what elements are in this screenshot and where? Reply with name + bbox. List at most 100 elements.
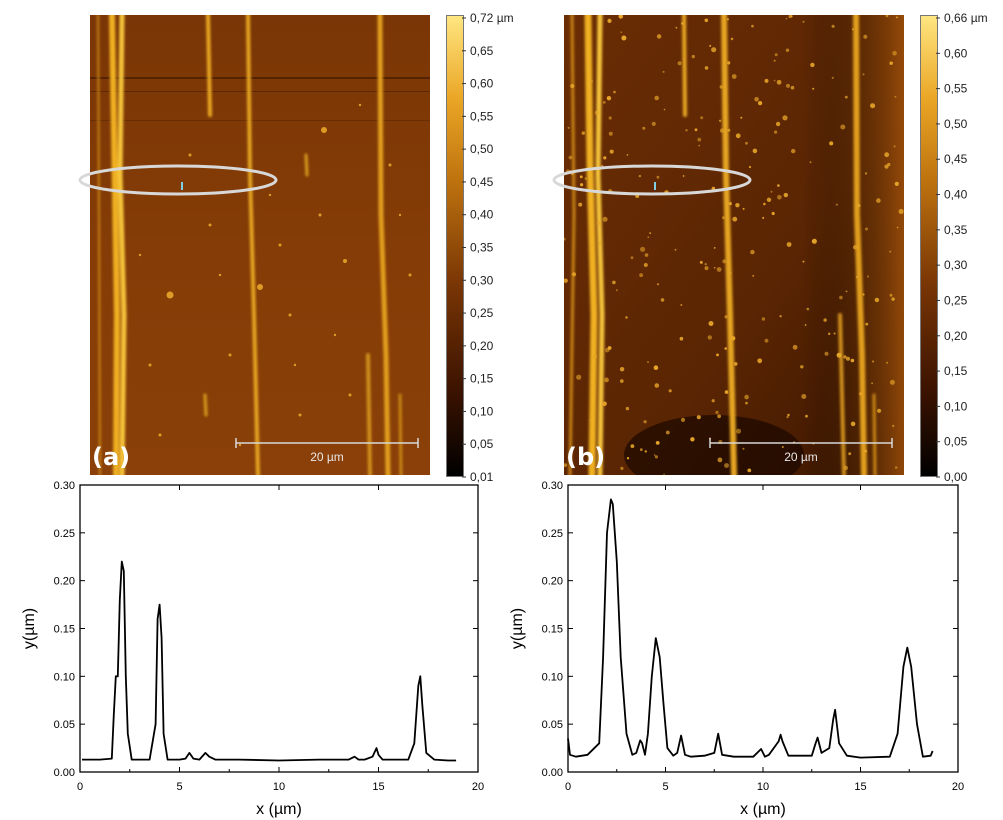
particle [620, 31, 623, 34]
x-tick-label: 10 [273, 781, 285, 793]
particle [717, 457, 723, 463]
colorbar-tick-label: 0,05 [944, 435, 968, 449]
particle [726, 18, 729, 21]
particle [630, 256, 634, 260]
particle [699, 260, 703, 264]
particle [675, 26, 678, 29]
particle [719, 85, 723, 89]
particle [707, 335, 712, 340]
particle [654, 95, 659, 101]
particle [635, 194, 640, 198]
colorbar-tick-label: 0,45 [944, 152, 968, 166]
particle [570, 83, 575, 89]
particle [885, 15, 889, 18]
x-tick-label: 20 [952, 781, 964, 793]
particle [777, 184, 780, 187]
particle [656, 34, 662, 39]
particle [740, 116, 743, 119]
particle [728, 202, 732, 206]
particle [766, 197, 772, 202]
particle [730, 37, 734, 41]
particle [836, 352, 842, 358]
particle [713, 247, 716, 249]
particle [845, 290, 848, 293]
particle [565, 169, 571, 174]
particle [704, 18, 709, 23]
particle [892, 50, 897, 56]
particle [711, 186, 716, 191]
particle [786, 242, 792, 247]
particle [771, 211, 775, 216]
y-tick-label: 0.30 [542, 480, 563, 492]
colorbar-tick-label: 0,72 µm [470, 11, 514, 25]
y-tick-label: 0.10 [542, 671, 563, 683]
particle [690, 437, 695, 442]
particle [732, 216, 738, 222]
colorbar-tick-label: 0,60 [470, 77, 494, 91]
particle [823, 318, 827, 322]
particle [679, 336, 684, 341]
particle [786, 83, 790, 88]
particle [747, 468, 752, 473]
colorbar-tick-label: 0,35 [944, 223, 968, 237]
y-tick-label: 0.15 [542, 624, 563, 636]
particle [656, 175, 660, 179]
particle [643, 420, 647, 424]
particle [571, 272, 577, 277]
particle [621, 35, 627, 41]
fiber-b6 [853, 15, 867, 475]
particle [677, 61, 682, 66]
particle [657, 283, 659, 286]
particle [848, 452, 852, 456]
particle [745, 401, 748, 405]
fiber-a3 [97, 15, 101, 475]
particle [811, 238, 817, 244]
afm-image-a: 20 µm (a) [90, 15, 430, 475]
particle [752, 274, 755, 277]
particle [777, 195, 782, 200]
particle [612, 280, 616, 285]
particle [727, 61, 731, 65]
particle [644, 253, 649, 257]
scale-bar-label-a: 20 µm [310, 450, 344, 464]
particle [745, 141, 748, 145]
colorbar-tick-label: 0,60 [944, 46, 968, 60]
colorbar-ticks-a: 0,72 µm 0,65 0,60 0,55 0,50 0,45 0,40 0,35 0,30 0… [462, 11, 514, 483]
fiber-a8 [398, 393, 403, 475]
particle [770, 190, 773, 193]
x-tick-label: 20 [472, 781, 484, 793]
colorbar-ticks-b: 0,66 µm 0,60 0,55 0,50 0,45 0,40 0,35 0,30 0,25 0… [936, 11, 988, 483]
particle [655, 441, 660, 445]
particle [564, 463, 568, 467]
scale-bar-label-b: 20 µm [784, 450, 818, 464]
colorbar-tick-label: 0,25 [944, 293, 968, 307]
particle [889, 379, 895, 385]
colorbar-tick-label: 0,30 [944, 258, 968, 272]
particle [709, 44, 712, 47]
colorbar-tick-label: 0,01 [470, 470, 494, 483]
particle [774, 130, 778, 134]
particle [776, 79, 782, 85]
particle [894, 181, 899, 186]
x-tick-label: 15 [854, 781, 866, 793]
particle [864, 172, 868, 175]
profile-plot-b: 0 5 10 15 20 0.00 0.05 0.10 0.15 0.20 0.25 0.30 x (µ… [509, 480, 964, 818]
particle [724, 315, 728, 319]
fiber-b1 [584, 15, 598, 475]
colorbar-tick-label: 0,35 [470, 241, 494, 255]
particle [735, 203, 740, 208]
particle [694, 128, 698, 132]
particle [682, 175, 685, 177]
particle [779, 315, 782, 318]
particle [653, 454, 656, 456]
particle [751, 24, 754, 28]
particle [872, 360, 875, 363]
particle [608, 189, 613, 194]
particle [625, 406, 630, 411]
particle [731, 336, 736, 341]
particle [604, 377, 609, 383]
particle [665, 430, 670, 435]
particle [850, 358, 855, 363]
particle [626, 154, 629, 156]
particle [718, 119, 722, 123]
